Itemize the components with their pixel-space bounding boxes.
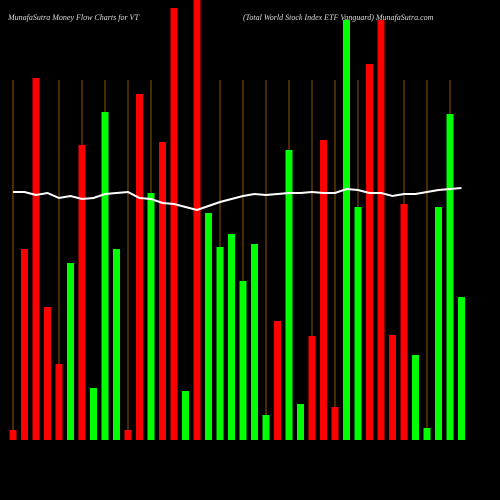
bar [285, 150, 293, 440]
bar [147, 193, 155, 440]
bar [55, 364, 63, 440]
bar [101, 112, 109, 440]
bar [458, 297, 465, 440]
bar [205, 213, 212, 440]
chart-subtitle: (Total World Stock Index ETF Vanguard) M… [243, 13, 434, 22]
bar [389, 335, 396, 440]
bar [170, 8, 178, 440]
bar [354, 207, 362, 440]
bar [113, 249, 120, 440]
bar [423, 428, 431, 440]
bar [274, 321, 281, 440]
bar [90, 388, 97, 440]
bar [21, 249, 28, 440]
bar [262, 415, 270, 440]
bar [9, 430, 17, 440]
bar [412, 355, 419, 440]
bar [400, 204, 408, 440]
bar [251, 244, 258, 440]
bar [320, 140, 327, 440]
bar [193, 0, 201, 440]
bar [435, 207, 442, 440]
bar [67, 263, 74, 440]
bar [124, 430, 132, 440]
bar [308, 336, 316, 440]
bar [44, 307, 51, 440]
bar [377, 20, 385, 440]
bar [182, 391, 189, 440]
bar [446, 114, 454, 440]
bar [136, 94, 143, 440]
chart-title: MunafaSutra Money Flow Charts for VT [7, 13, 139, 22]
bar [331, 407, 339, 440]
bar [159, 142, 166, 440]
price-line [13, 187, 462, 212]
bar [228, 234, 235, 440]
bar [78, 145, 86, 440]
bar [32, 78, 40, 440]
bar [366, 64, 373, 440]
bar [343, 20, 350, 440]
bar [239, 281, 247, 440]
bar [216, 247, 224, 440]
bar [297, 404, 304, 440]
